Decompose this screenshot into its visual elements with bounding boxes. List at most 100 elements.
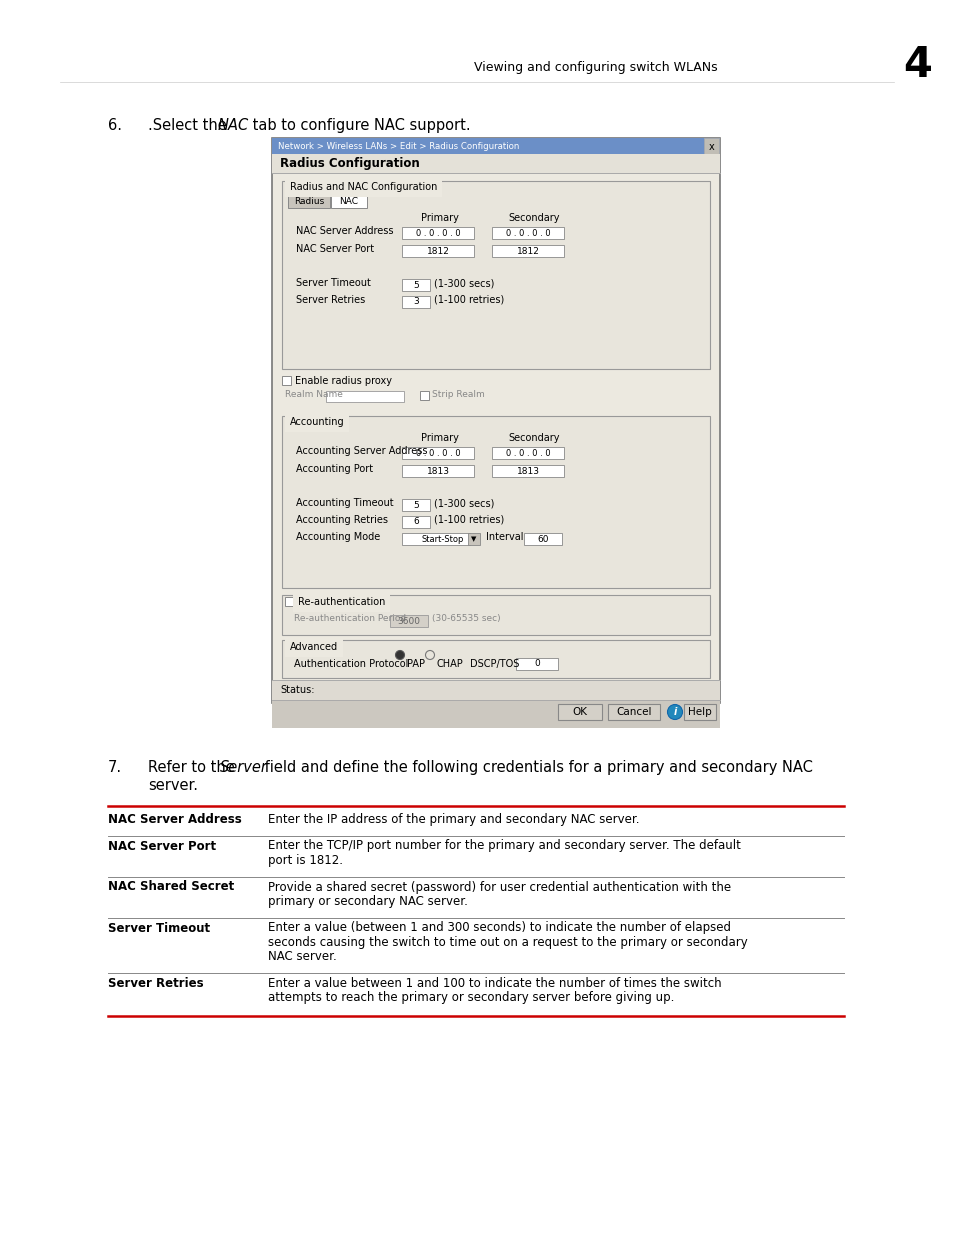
Text: Advanced: Advanced	[290, 642, 337, 652]
Text: (1-300 secs): (1-300 secs)	[434, 498, 494, 508]
Text: 0 . 0 . 0 . 0: 0 . 0 . 0 . 0	[505, 448, 550, 457]
Text: Server Retries: Server Retries	[108, 977, 203, 990]
Bar	[401, 447, 474, 459]
Bar	[282, 416, 709, 588]
Text: Realm Name: Realm Name	[285, 390, 342, 399]
Text: Status:: Status:	[280, 685, 314, 695]
Text: Enter a value (between 1 and 300 seconds) to indicate the number of elapsed: Enter a value (between 1 and 300 seconds…	[268, 921, 730, 935]
Text: Strip Realm: Strip Realm	[432, 390, 484, 399]
Text: (30-65535 sec): (30-65535 sec)	[432, 614, 500, 622]
Text: Start-Stop: Start-Stop	[421, 535, 464, 543]
Text: 7.: 7.	[108, 760, 122, 776]
Text: 60: 60	[537, 535, 548, 543]
Text: primary or secondary NAC server.: primary or secondary NAC server.	[268, 895, 467, 908]
Bar	[331, 193, 367, 207]
Bar	[401, 227, 474, 240]
Text: 6.: 6.	[108, 119, 122, 133]
Bar	[282, 182, 709, 369]
Text: Re-authentication: Re-authentication	[297, 597, 385, 606]
Text: Refer to the: Refer to the	[148, 760, 239, 776]
Text: Radius: Radius	[294, 196, 324, 205]
Text: Radius and NAC Configuration: Radius and NAC Configuration	[290, 182, 436, 191]
Text: 5: 5	[413, 280, 418, 289]
Text: Interval: Interval	[485, 532, 523, 542]
Text: Provide a shared secret (password) for user credential authentication with the: Provide a shared secret (password) for u…	[268, 881, 730, 893]
Text: 1812: 1812	[426, 247, 449, 256]
Text: 6: 6	[413, 517, 418, 526]
Text: Network > Wireless LANs > Edit > Radius Configuration: Network > Wireless LANs > Edit > Radius …	[277, 142, 518, 151]
Text: ▼: ▼	[471, 536, 476, 542]
Text: Viewing and configuring switch WLANs: Viewing and configuring switch WLANs	[474, 62, 718, 74]
Text: .Select the: .Select the	[148, 119, 232, 133]
Bar	[272, 700, 720, 727]
Text: tab to configure NAC support.: tab to configure NAC support.	[248, 119, 470, 133]
Bar	[558, 704, 601, 720]
Text: 3: 3	[413, 298, 418, 306]
Bar	[272, 138, 720, 703]
Bar	[326, 391, 403, 403]
Text: 1813: 1813	[426, 467, 449, 475]
Text: NAC: NAC	[339, 196, 358, 205]
Text: Enable radius proxy: Enable radius proxy	[294, 375, 392, 387]
Text: NAC server.: NAC server.	[268, 951, 336, 963]
Bar	[401, 466, 474, 477]
Text: Accounting Timeout: Accounting Timeout	[295, 498, 394, 508]
Bar	[401, 245, 474, 257]
Text: 1813: 1813	[516, 467, 539, 475]
Bar	[288, 193, 330, 207]
Bar	[401, 296, 430, 308]
Text: NAC Server Address: NAC Server Address	[295, 226, 393, 236]
Text: Help: Help	[687, 706, 711, 718]
Bar	[401, 499, 430, 511]
Bar	[272, 680, 720, 700]
Text: NAC Server Port: NAC Server Port	[108, 840, 216, 852]
Circle shape	[667, 704, 681, 720]
Text: field and define the following credentials for a primary and secondary NAC: field and define the following credentia…	[260, 760, 812, 776]
Text: x: x	[708, 142, 714, 152]
Bar	[272, 138, 720, 154]
Text: Accounting Server Address: Accounting Server Address	[295, 446, 427, 456]
Text: 1812: 1812	[516, 247, 538, 256]
Bar	[703, 138, 719, 154]
Text: server.: server.	[148, 778, 198, 793]
Text: Enter a value between 1 and 100 to indicate the number of times the switch: Enter a value between 1 and 100 to indic…	[268, 977, 720, 990]
Text: NAC Shared Secret: NAC Shared Secret	[108, 881, 234, 893]
Text: Server Timeout: Server Timeout	[295, 278, 371, 288]
Text: 0 . 0 . 0 . 0: 0 . 0 . 0 . 0	[416, 448, 460, 457]
Text: Server: Server	[220, 760, 268, 776]
Bar	[516, 658, 558, 671]
Text: OK: OK	[572, 706, 587, 718]
Bar	[282, 595, 709, 635]
Text: Server Retries: Server Retries	[295, 295, 365, 305]
Bar	[282, 375, 291, 385]
Bar	[285, 597, 294, 606]
Text: NAC Server Port: NAC Server Port	[295, 245, 374, 254]
Bar	[282, 640, 709, 678]
Text: Primary: Primary	[420, 433, 458, 443]
Text: Radius Configuration: Radius Configuration	[280, 158, 419, 170]
Text: seconds causing the switch to time out on a request to the primary or secondary: seconds causing the switch to time out o…	[268, 936, 747, 948]
Text: Enter the IP address of the primary and secondary NAC server.: Enter the IP address of the primary and …	[268, 813, 639, 826]
Bar	[492, 245, 563, 257]
Bar	[401, 279, 430, 291]
Text: Secondary: Secondary	[508, 433, 559, 443]
Text: Cancel: Cancel	[616, 706, 651, 718]
Text: CHAP: CHAP	[436, 659, 463, 669]
Bar	[492, 466, 563, 477]
Text: NAC Server Address: NAC Server Address	[108, 813, 241, 826]
Text: DSCP/TOS: DSCP/TOS	[470, 659, 518, 669]
Bar	[390, 615, 428, 627]
Text: port is 1812.: port is 1812.	[268, 853, 343, 867]
Text: Enter the TCP/IP port number for the primary and secondary server. The default: Enter the TCP/IP port number for the pri…	[268, 840, 740, 852]
Bar	[401, 534, 470, 545]
Text: 0 . 0 . 0 . 0: 0 . 0 . 0 . 0	[505, 228, 550, 237]
Text: Accounting Retries: Accounting Retries	[295, 515, 388, 525]
Bar	[683, 704, 716, 720]
Bar	[607, 704, 659, 720]
Text: Server Timeout: Server Timeout	[108, 921, 210, 935]
Text: 3600: 3600	[397, 616, 420, 625]
Text: 0: 0	[534, 659, 539, 668]
Text: (1-300 secs): (1-300 secs)	[434, 278, 494, 288]
Text: Secondary: Secondary	[508, 212, 559, 224]
Bar	[419, 391, 429, 400]
